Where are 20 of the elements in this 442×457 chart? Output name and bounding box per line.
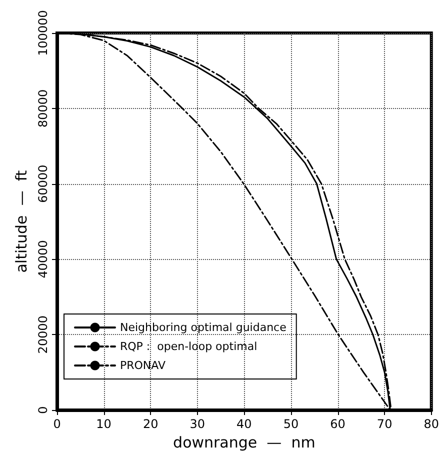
legend-label: Neighboring optimal guidance — [120, 321, 287, 334]
y-tick-label: 80000 — [36, 89, 50, 128]
x-tick-label: 30 — [190, 417, 206, 431]
legend-label: RQP : open-loop optimal — [120, 340, 258, 353]
x-tick-label: 70 — [376, 417, 392, 431]
y-tick-label: 40000 — [36, 240, 50, 278]
x-tick-label: 10 — [96, 417, 112, 431]
x-tick-label: 40 — [236, 417, 252, 431]
y-tick-label: 0 — [36, 406, 50, 414]
legend-label: PRONAV — [120, 359, 166, 372]
x-tick-label: 0 — [53, 417, 61, 431]
x-tick-label: 50 — [283, 417, 299, 431]
x-tick-label: 60 — [330, 417, 346, 431]
y-axis-title: altitude — ft — [12, 170, 30, 273]
y-tick-label: 60000 — [36, 164, 50, 203]
x-tick-label: 20 — [142, 417, 158, 431]
y-tick-label: 100000 — [36, 10, 50, 56]
x-axis-title: downrange — nm — [173, 434, 316, 452]
y-tick-label: 20000 — [36, 316, 50, 354]
x-tick-label: 80 — [424, 417, 440, 431]
